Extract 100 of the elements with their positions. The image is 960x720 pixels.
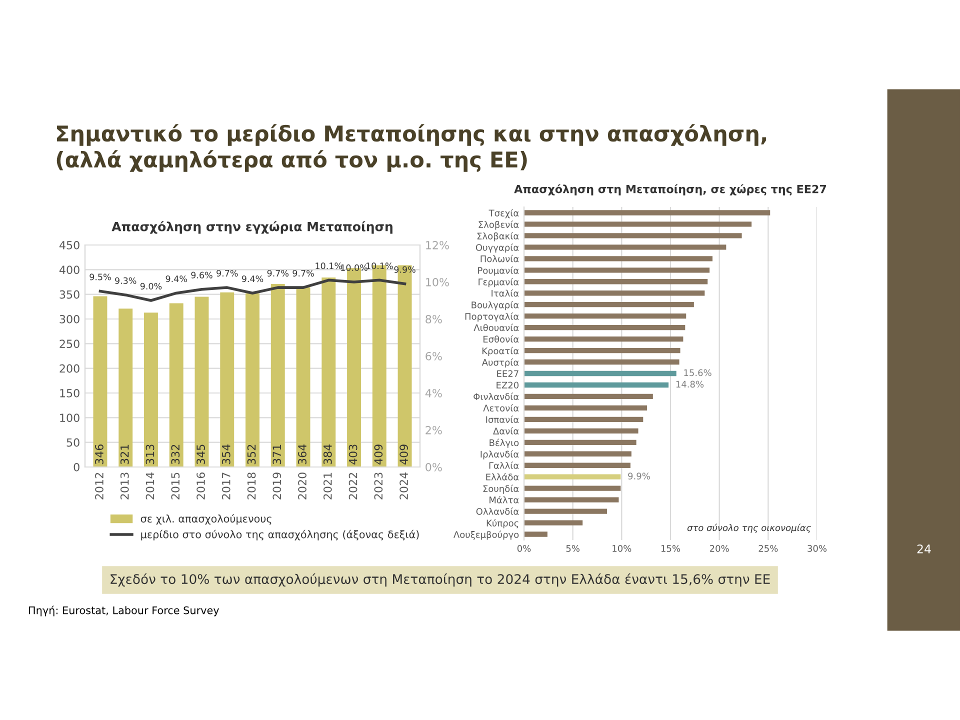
bar (524, 486, 621, 491)
x-tick-label: 2024 (400, 472, 408, 500)
bar (118, 308, 133, 467)
bar (144, 312, 158, 467)
bar (524, 256, 712, 262)
text: Πηγή: Eurostat, Labour Force Survey (29, 606, 220, 616)
data-label: 371 (272, 444, 282, 464)
y-tick-label: 0 (74, 462, 80, 472)
bar (524, 405, 648, 411)
y-tick-label: Ρουμανία (478, 266, 519, 276)
bar (524, 336, 684, 342)
data-label: 332 (171, 444, 180, 464)
y-tick-label: Ιρλανδία (480, 450, 519, 460)
data-label: 409 (374, 444, 383, 464)
bar (296, 287, 310, 467)
x-tick-label: 20% (710, 545, 729, 552)
y-tick-label: 300 (60, 314, 80, 324)
x-tick-label: 2019 (272, 472, 282, 500)
y-tick-label: ΕΖ20 (496, 382, 519, 389)
x-tick-label: 2023 (374, 472, 383, 500)
y2-tick-label: 6% (426, 352, 442, 360)
bar (524, 508, 608, 514)
x-tick-label: 2018 (247, 472, 256, 500)
bar (169, 303, 184, 467)
y2-tick-label: 4% (425, 388, 442, 398)
x-tick-label: 2017 (222, 472, 230, 500)
bar (524, 451, 632, 456)
data-label: 9.3% (115, 277, 136, 284)
y-tick-label: Γερμανία (478, 278, 519, 288)
bar (270, 284, 285, 467)
data-label: 409 (400, 444, 408, 464)
x-tick-label: 25% (758, 545, 778, 552)
bar (524, 210, 770, 216)
y-tick-label: Εσθονία (484, 335, 519, 343)
y-tick-label: 350 (60, 290, 80, 299)
bar (524, 324, 686, 330)
y-tick-label: Σουηδία (483, 484, 519, 494)
y2-tick-label: 8% (426, 314, 442, 324)
bar (524, 462, 630, 468)
y-tick-label: Ιταλία (492, 289, 519, 297)
y-tick-label: Τσεχία (488, 209, 519, 218)
bar (524, 440, 636, 445)
bar (524, 370, 676, 376)
x-tick-label: 2016 (196, 472, 205, 500)
y-tick-label: Ισπανία (486, 416, 519, 424)
y-tick-label: Λιθουανία (474, 324, 519, 332)
x-tick-label: 10% (612, 545, 632, 552)
y2-tick-label: 0% (426, 462, 442, 472)
data-label: 10.0% (341, 264, 368, 272)
data-label: 10.1% (316, 262, 342, 270)
data-label: 9.7% (216, 270, 238, 277)
data-label: 313 (146, 444, 154, 464)
y-tick-label: 200 (60, 364, 80, 373)
bar (524, 279, 708, 284)
chart-title: Απασχόληση στην εγχώρια Μεταποίηση (112, 221, 392, 234)
bar (194, 296, 209, 467)
y-tick-label: Δανία (493, 427, 519, 434)
data-label: 9.7% (292, 270, 314, 277)
bar (524, 416, 644, 422)
y-tick-label: Ελλάδα (486, 473, 519, 480)
bar (93, 296, 108, 467)
x-tick-label: 2020 (298, 472, 306, 500)
bar (524, 520, 583, 526)
data-label: 352 (247, 444, 256, 464)
bar (524, 290, 705, 296)
bar (524, 233, 742, 238)
bar (524, 382, 669, 388)
data-label: 10.1% (366, 262, 393, 270)
x-tick-label: 2013 (120, 472, 129, 500)
bar (524, 314, 686, 319)
bar (524, 359, 680, 365)
y2-tick-label: 12% (426, 240, 449, 250)
y-tick-label: Κροατία (482, 346, 519, 356)
bar (220, 292, 234, 467)
text: Σχεδόν το 10% των απασχολούμενων στη Μεταποίηση το 2024 στην Ελλάδα έναντι 15,6% στην ΕΕ (110, 573, 770, 587)
data-label: 9.4% (242, 275, 264, 282)
y2-tick-label: 10% (426, 278, 449, 286)
data-label: 9.9% (628, 472, 650, 480)
chart-title: Απασχόληση στη Μεταποίηση, σε χώρες της ΕΕ27 (514, 184, 826, 196)
bar (524, 474, 621, 480)
bar (524, 497, 619, 502)
y-tick-label: ΕΕ27 (497, 370, 518, 377)
y-tick-label: Σλοβενία (478, 220, 519, 230)
data-label: 14.8% (676, 380, 704, 388)
bar (524, 302, 694, 308)
y-tick-label: Ουγγαρία (476, 244, 519, 253)
x-tick-label: 2021 (323, 472, 332, 500)
x-tick-label: 2012 (95, 472, 104, 500)
data-label: 9.6% (191, 272, 212, 278)
data-label: 364 (298, 444, 306, 464)
legend-label: μερίδιο στο σύνολο της απασχόλησης (άξονας δεξιά) (141, 530, 419, 540)
bar (524, 244, 726, 250)
y-tick-label: 50 (66, 438, 80, 447)
y-tick-label: 250 (60, 340, 80, 348)
y-tick-label: Κύπρος (486, 519, 518, 528)
bar (246, 293, 260, 467)
data-label: 345 (196, 444, 205, 464)
annotation: στο σύνολο της οικονομίας (687, 524, 811, 533)
y-tick-label: Αυστρία (482, 358, 519, 368)
data-label: 9.0% (140, 282, 162, 290)
